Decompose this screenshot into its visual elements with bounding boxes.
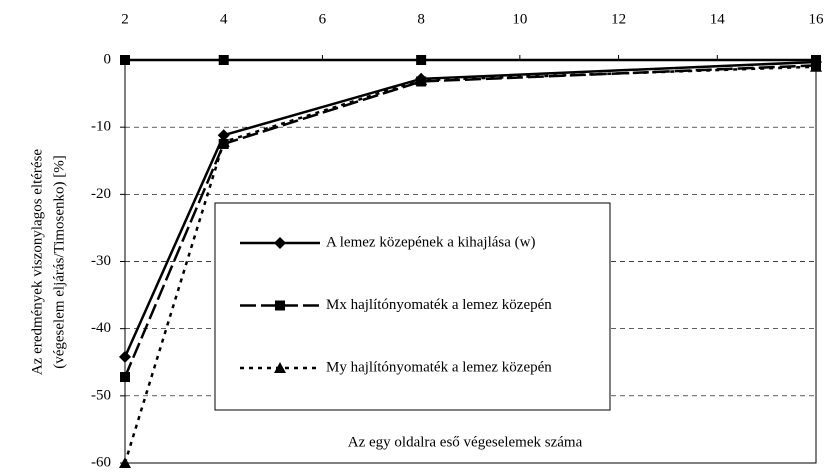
marker xyxy=(275,300,285,311)
marker xyxy=(218,138,229,149)
x-tick-label: 10 xyxy=(512,11,527,27)
marker xyxy=(119,457,131,468)
y-tick-label: -60 xyxy=(91,454,111,468)
marker xyxy=(119,350,131,363)
x-tick-label: 8 xyxy=(417,11,425,27)
marker xyxy=(416,55,427,65)
x-tick-label: 16 xyxy=(809,11,825,27)
y-tick-label: -20 xyxy=(91,186,111,202)
marker xyxy=(274,362,286,373)
y-tick-label: -10 xyxy=(91,119,111,135)
marker xyxy=(120,372,130,383)
series-line xyxy=(123,60,817,358)
series-line xyxy=(123,64,817,378)
marker xyxy=(218,55,229,65)
marker xyxy=(810,56,822,69)
legend-label: Mx hajlítónyomaték a lemez közepén xyxy=(326,297,552,313)
y-axis-label: (végeselem eljárás/Timosenko) [%] xyxy=(51,155,67,369)
y-tick-label: -50 xyxy=(91,387,111,403)
marker xyxy=(217,129,230,142)
y-tick-label: -30 xyxy=(91,253,111,269)
y-tick-label: -40 xyxy=(91,320,111,336)
x-tick-label: 14 xyxy=(710,11,726,27)
marker xyxy=(120,55,130,65)
x-tick-label: 4 xyxy=(220,11,228,27)
legend-label: My hajlítónyomaték a lemez közepén xyxy=(326,359,552,375)
x-tick-label: 2 xyxy=(121,11,129,27)
marker xyxy=(415,72,428,85)
y-axis-label: Az eredmények viszonylagos eltérése xyxy=(29,149,45,375)
x-tick-label: 12 xyxy=(611,11,626,27)
x-axis-label: Az egy oldalra eső végeselemek száma xyxy=(348,434,583,450)
marker xyxy=(274,237,286,249)
x-tick-label: 6 xyxy=(319,11,327,27)
legend-label: A lemez közepének a kihajlása (w) xyxy=(326,234,536,250)
y-tick-label: 0 xyxy=(104,51,112,67)
